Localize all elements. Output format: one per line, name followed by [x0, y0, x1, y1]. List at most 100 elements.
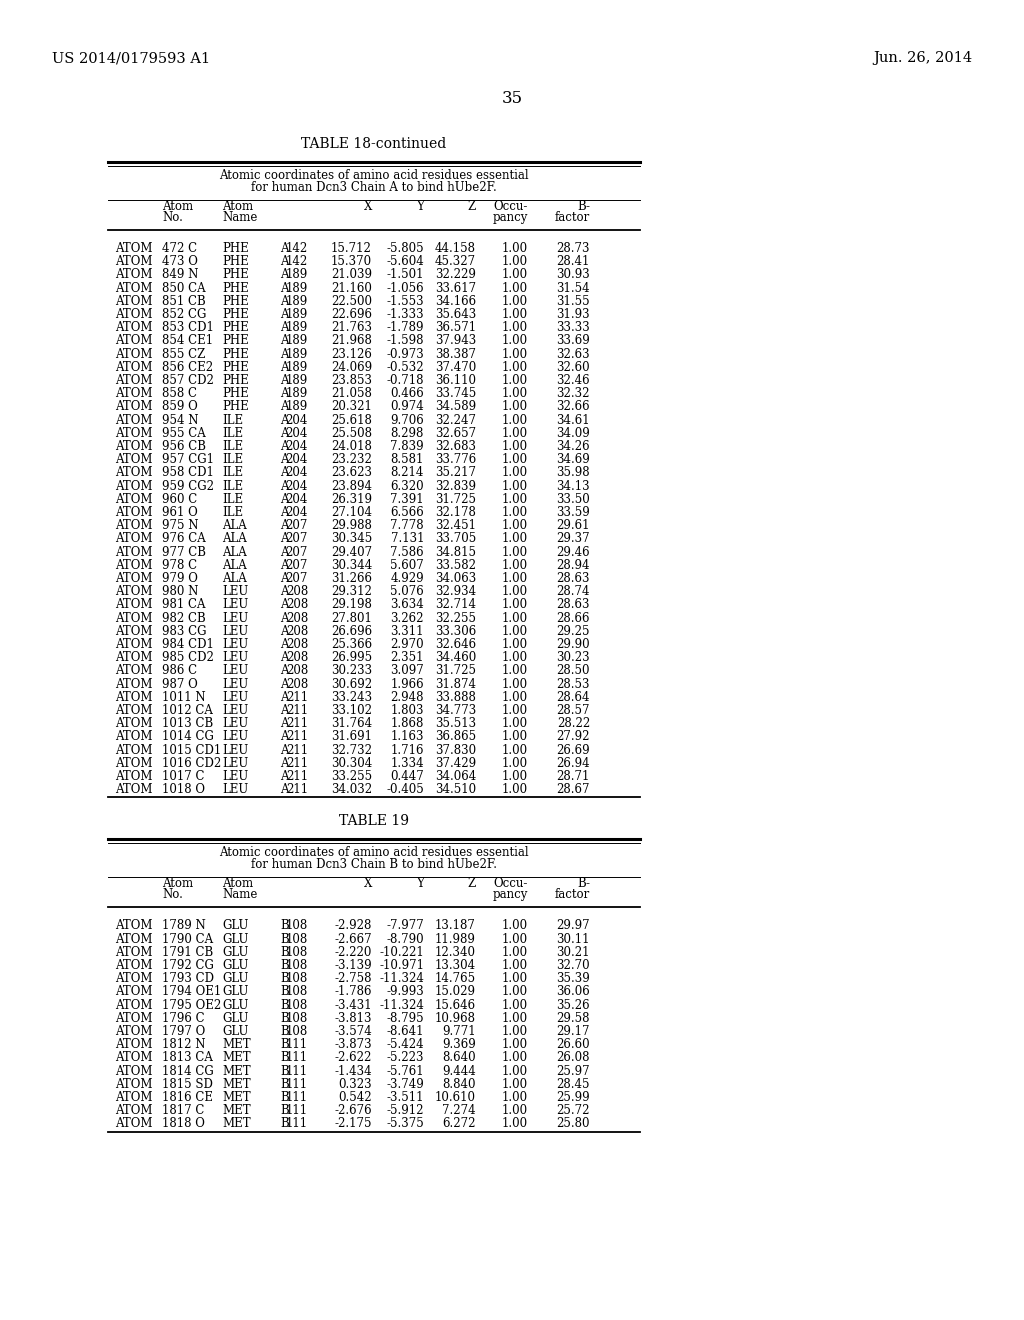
Text: 5.607: 5.607	[390, 558, 424, 572]
Text: Y: Y	[416, 878, 424, 891]
Text: A: A	[280, 400, 289, 413]
Text: 28.50: 28.50	[556, 664, 590, 677]
Text: 986 C: 986 C	[162, 664, 198, 677]
Text: 957 CG1: 957 CG1	[162, 453, 214, 466]
Text: Atomic coordinates of amino acid residues essential: Atomic coordinates of amino acid residue…	[219, 846, 528, 859]
Text: MET: MET	[222, 1065, 251, 1077]
Text: -1.501: -1.501	[386, 268, 424, 281]
Text: 208: 208	[286, 638, 308, 651]
Text: ATOM: ATOM	[115, 960, 153, 972]
Text: 1.00: 1.00	[502, 268, 528, 281]
Text: 34.032: 34.032	[331, 783, 372, 796]
Text: ATOM: ATOM	[115, 255, 153, 268]
Text: A: A	[280, 426, 289, 440]
Text: 30.344: 30.344	[331, 558, 372, 572]
Text: 204: 204	[286, 426, 308, 440]
Text: 37.470: 37.470	[435, 360, 476, 374]
Text: B: B	[280, 986, 289, 998]
Text: ATOM: ATOM	[115, 268, 153, 281]
Text: A: A	[280, 770, 289, 783]
Text: 25.72: 25.72	[556, 1105, 590, 1117]
Text: GLU: GLU	[222, 999, 249, 1011]
Text: 976 CA: 976 CA	[162, 532, 206, 545]
Text: 13.304: 13.304	[435, 960, 476, 972]
Text: -10.971: -10.971	[379, 960, 424, 972]
Text: 207: 207	[286, 519, 308, 532]
Text: 0.466: 0.466	[390, 387, 424, 400]
Text: ATOM: ATOM	[115, 690, 153, 704]
Text: Z: Z	[468, 201, 476, 213]
Text: 956 CB: 956 CB	[162, 440, 206, 453]
Text: 204: 204	[286, 413, 308, 426]
Text: 1.00: 1.00	[502, 466, 528, 479]
Text: 1.868: 1.868	[390, 717, 424, 730]
Text: ATOM: ATOM	[115, 519, 153, 532]
Text: 1790 CA: 1790 CA	[162, 933, 213, 945]
Text: 1797 O: 1797 O	[162, 1026, 205, 1038]
Text: PHE: PHE	[222, 242, 249, 255]
Text: -1.598: -1.598	[386, 334, 424, 347]
Text: 975 N: 975 N	[162, 519, 199, 532]
Text: 1.00: 1.00	[502, 690, 528, 704]
Text: 984 CD1: 984 CD1	[162, 638, 214, 651]
Text: 211: 211	[286, 730, 308, 743]
Text: -11.324: -11.324	[379, 999, 424, 1011]
Text: -5.604: -5.604	[386, 255, 424, 268]
Text: Atom: Atom	[222, 201, 253, 213]
Text: ATOM: ATOM	[115, 585, 153, 598]
Text: 1.00: 1.00	[502, 374, 528, 387]
Text: 1815 SD: 1815 SD	[162, 1078, 213, 1090]
Text: B: B	[280, 933, 289, 945]
Text: ATOM: ATOM	[115, 347, 153, 360]
Text: ILE: ILE	[222, 492, 243, 506]
Text: -1.553: -1.553	[386, 294, 424, 308]
Text: 207: 207	[286, 572, 308, 585]
Text: 954 N: 954 N	[162, 413, 199, 426]
Text: GLU: GLU	[222, 946, 249, 958]
Text: ATOM: ATOM	[115, 413, 153, 426]
Text: 1.00: 1.00	[502, 960, 528, 972]
Text: 1.00: 1.00	[502, 933, 528, 945]
Text: 1816 CE: 1816 CE	[162, 1092, 213, 1104]
Text: 30.93: 30.93	[556, 268, 590, 281]
Text: GLU: GLU	[222, 933, 249, 945]
Text: ILE: ILE	[222, 479, 243, 492]
Text: 1.00: 1.00	[502, 545, 528, 558]
Text: GLU: GLU	[222, 1026, 249, 1038]
Text: ATOM: ATOM	[115, 506, 153, 519]
Text: 111: 111	[286, 1039, 308, 1051]
Text: for human Dcn3 Chain B to bind hUbe2F.: for human Dcn3 Chain B to bind hUbe2F.	[251, 858, 497, 871]
Text: 189: 189	[286, 321, 308, 334]
Text: 1.00: 1.00	[502, 387, 528, 400]
Text: 34.61: 34.61	[556, 413, 590, 426]
Text: 30.233: 30.233	[331, 664, 372, 677]
Text: 1.00: 1.00	[502, 255, 528, 268]
Text: 28.22: 28.22	[557, 717, 590, 730]
Text: 7.839: 7.839	[390, 440, 424, 453]
Text: -5.223: -5.223	[386, 1052, 424, 1064]
Text: 849 N: 849 N	[162, 268, 199, 281]
Text: B: B	[280, 960, 289, 972]
Text: -2.220: -2.220	[335, 946, 372, 958]
Text: A: A	[280, 704, 289, 717]
Text: -1.786: -1.786	[335, 986, 372, 998]
Text: A: A	[280, 453, 289, 466]
Text: 34.589: 34.589	[435, 400, 476, 413]
Text: 142: 142	[286, 255, 308, 268]
Text: 1.00: 1.00	[502, 519, 528, 532]
Text: ATOM: ATOM	[115, 677, 153, 690]
Text: B: B	[280, 920, 289, 932]
Text: 33.888: 33.888	[435, 690, 476, 704]
Text: 29.198: 29.198	[331, 598, 372, 611]
Text: 1.00: 1.00	[502, 664, 528, 677]
Text: 34.460: 34.460	[435, 651, 476, 664]
Text: A: A	[280, 492, 289, 506]
Text: 1.334: 1.334	[390, 756, 424, 770]
Text: 856 CE2: 856 CE2	[162, 360, 213, 374]
Text: 857 CD2: 857 CD2	[162, 374, 214, 387]
Text: MET: MET	[222, 1105, 251, 1117]
Text: B: B	[280, 1012, 289, 1024]
Text: -0.405: -0.405	[386, 783, 424, 796]
Text: A: A	[280, 690, 289, 704]
Text: 33.243: 33.243	[331, 690, 372, 704]
